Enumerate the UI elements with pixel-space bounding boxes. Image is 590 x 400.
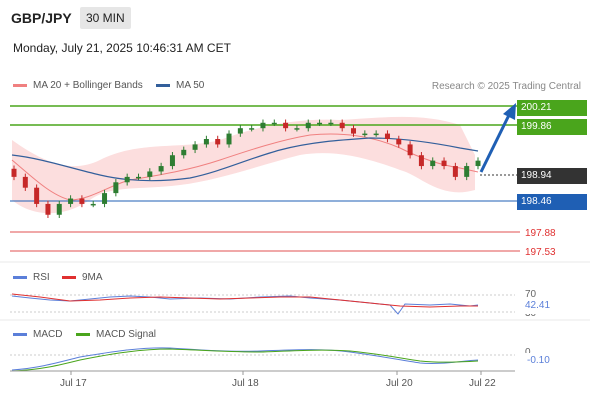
legend-macd: MACD [13, 329, 62, 340]
ma20-swatch [13, 84, 27, 87]
candle-body [68, 198, 74, 204]
macd-line [11, 347, 479, 371]
candle-body [464, 166, 470, 177]
legend-macd-signal: MACD Signal [76, 329, 156, 340]
legend-ma50: MA 50 [156, 80, 204, 91]
resistance-1-label: 199.86 [517, 119, 587, 135]
candle-body [226, 133, 232, 145]
candle-body [362, 133, 368, 136]
macd-value-label: -0.10 [523, 353, 554, 369]
ma20-label: MA 20 + Bollinger Bands [33, 80, 143, 91]
candle-body [113, 182, 119, 194]
candle-body [169, 155, 175, 167]
candle-body [452, 166, 458, 177]
macd-signal-swatch [76, 333, 90, 336]
rsi-ma-swatch [62, 276, 76, 279]
candle-body [475, 160, 481, 167]
ma50-swatch [156, 84, 170, 87]
macd-swatch [13, 333, 27, 336]
credit-text: Research © 2025 Trading Central [431, 81, 581, 92]
candle-body [90, 203, 96, 206]
candle-body [203, 139, 209, 145]
legend-ma20: MA 20 + Bollinger Bands [13, 80, 143, 91]
candle-body [283, 122, 289, 129]
candle-body [11, 168, 17, 177]
candle-body [407, 144, 413, 156]
legend-rsi-ma: 9MA [62, 272, 103, 283]
rsi-ma-legend-label: 9MA [82, 272, 103, 283]
candle-body [135, 176, 141, 179]
rsi-legend-label: RSI [33, 272, 50, 283]
x-tick-label: Jul 20 [386, 378, 413, 389]
candle-body [317, 122, 323, 125]
candle-body [147, 171, 153, 177]
candle-body [396, 139, 402, 145]
candle-body [260, 122, 266, 129]
macd-signal-line [11, 348, 479, 372]
candle-body [328, 122, 334, 125]
datetime-label: Monday, July 21, 2025 10:46:31 AM CET [13, 41, 231, 55]
candle-body [102, 193, 108, 204]
candle-body [430, 160, 436, 167]
ma50-label: MA 50 [176, 80, 205, 91]
x-tick-label: Jul 17 [60, 378, 87, 389]
candle-body [271, 122, 277, 125]
pivot-label: 198.46 [517, 194, 587, 210]
bollinger-band [12, 116, 475, 214]
candle-body [181, 149, 187, 156]
forecast-arrow-head [503, 103, 516, 120]
candle-body [124, 176, 130, 183]
candle-body [22, 176, 28, 188]
candle-body [158, 166, 164, 172]
x-tick-label: Jul 18 [232, 378, 259, 389]
candle-body [441, 160, 447, 167]
candle-body [215, 139, 221, 145]
rsi-ma-line [11, 293, 478, 308]
x-tick-label: Jul 22 [469, 378, 496, 389]
candle-body [56, 203, 62, 215]
candle-body [351, 128, 357, 134]
candle-body [79, 198, 85, 204]
support-2-label: 197.53 [525, 247, 556, 258]
candle-body [45, 203, 51, 215]
candles [11, 119, 481, 218]
candle-body [249, 128, 255, 130]
support-1-label: 197.88 [525, 228, 556, 239]
candle-body [294, 128, 300, 130]
candle-body [373, 133, 379, 136]
timeframe-badge[interactable]: 30 MIN [80, 7, 131, 29]
rsi-line [11, 295, 479, 315]
candle-body [384, 133, 390, 140]
candle-body [237, 128, 243, 134]
macd-legend-label: MACD [33, 329, 63, 340]
candle-body [418, 155, 424, 167]
macd-zero-label: 0 [525, 347, 531, 356]
candle-body [192, 144, 198, 150]
legend-rsi: RSI [13, 272, 50, 283]
candle-body [34, 187, 40, 204]
last-price-label: 198.94 [517, 168, 587, 184]
macd-signal-legend-label: MACD Signal [96, 329, 157, 340]
resistance-2-label: 200.21 [517, 100, 587, 116]
rsi-upper-label: 70 [525, 289, 537, 300]
rsi-swatch [13, 276, 27, 279]
candle-body [339, 122, 345, 129]
rsi-value-label: 42.41 [521, 298, 555, 314]
candle-body [305, 122, 311, 129]
forecast-arrow [479, 112, 512, 173]
symbol-title: GBP/JPY [11, 10, 72, 26]
